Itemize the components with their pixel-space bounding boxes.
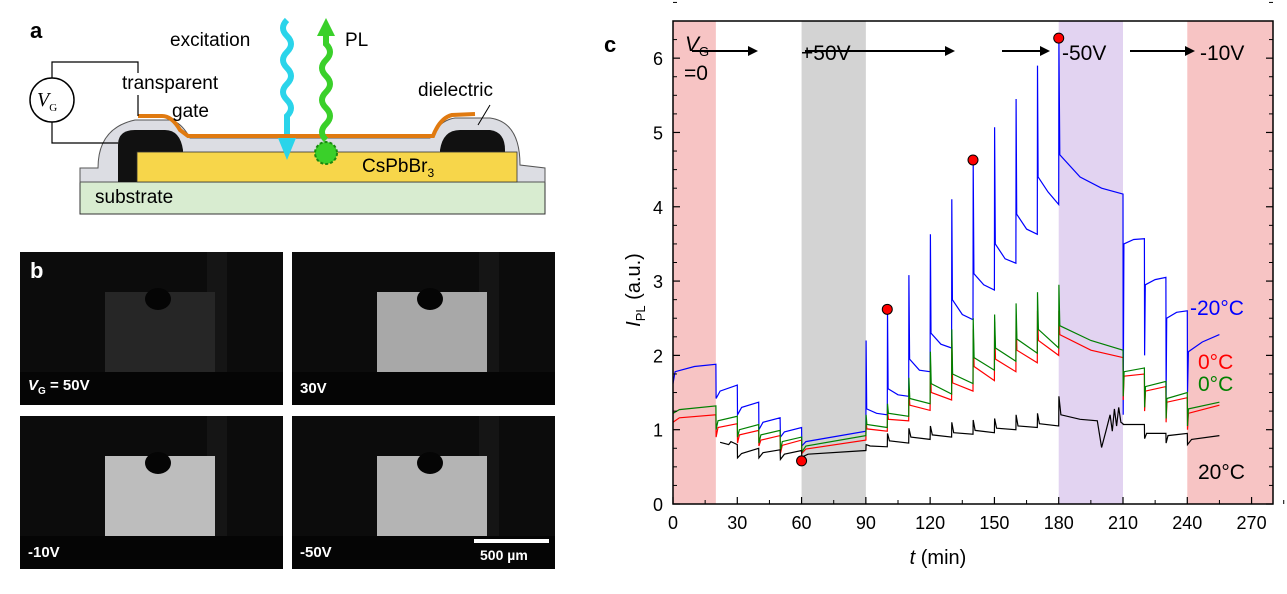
annotation-plus50v: +50V	[801, 42, 851, 65]
pl-label: PL	[345, 30, 369, 51]
series-label-20c: 20°C	[1198, 461, 1245, 484]
x-tick-label: 120	[915, 513, 945, 533]
x-tick-label: 240	[1172, 513, 1202, 533]
contact-band	[292, 372, 555, 405]
series-label-minus20c: -20°C	[1190, 297, 1244, 320]
annotation-minus50v: -50V	[1062, 42, 1106, 65]
arrowhead-icon	[945, 46, 955, 56]
defect-spot	[145, 288, 171, 310]
contact-band	[20, 372, 283, 405]
x-tick-label: 0	[668, 513, 678, 533]
y-tick-label: 2	[653, 346, 663, 366]
micrograph-minus50v: -50V 500 µm	[292, 416, 555, 569]
x-tick-label: 60	[792, 513, 812, 533]
vg-symbol: VG	[37, 89, 57, 114]
panel-c-letter: c	[604, 32, 617, 57]
annotation-vg-zero: =0	[684, 62, 708, 85]
micrograph-label: -50V	[300, 544, 332, 561]
transparent-label: transparent	[122, 73, 219, 95]
series-line-3	[719, 396, 1220, 462]
pl-wave-icon	[319, 30, 333, 143]
material-subscript: 3	[427, 165, 435, 180]
micrograph-label: 30V	[300, 380, 327, 397]
micrograph-minus10v: -10V	[20, 416, 283, 569]
series-line-1	[672, 310, 1220, 456]
defect-spot	[417, 288, 443, 310]
defect-spot	[145, 452, 171, 474]
micrograph-label: VG = 50V	[28, 377, 90, 397]
y-axis-label: IPL (a.u.)	[623, 253, 648, 327]
excitation-wave-icon	[280, 17, 294, 134]
emission-burst-icon	[314, 141, 338, 165]
highlight-marker	[796, 455, 808, 467]
shaded-region	[1187, 21, 1273, 504]
highlight-marker	[1053, 32, 1065, 44]
arrowhead-icon	[1040, 46, 1050, 56]
y-tick-label: 4	[653, 198, 663, 218]
y-tick-label: 3	[653, 272, 663, 292]
vg-symbol-text: V	[37, 89, 50, 111]
highlight-marker	[967, 154, 979, 166]
pl-arrowhead-icon	[317, 18, 335, 36]
series-line-0	[672, 43, 1220, 448]
micrograph-label: -10V	[28, 544, 60, 561]
shaded-region	[1058, 21, 1123, 504]
substrate-label: substrate	[95, 187, 174, 208]
gate-label: gate	[172, 101, 209, 122]
highlight-marker	[881, 303, 893, 315]
shaded-region	[801, 21, 866, 504]
y-tick-label: 5	[653, 123, 663, 143]
scale-bar-label: 500 µm	[480, 547, 528, 563]
micrograph-30v: 30V	[292, 252, 555, 405]
vg-subscript: G	[49, 102, 58, 114]
material-label: CsPbBr3	[362, 156, 434, 180]
device-schematic	[29, 17, 546, 215]
arrowhead-icon	[748, 46, 758, 56]
series-line-2	[672, 284, 1220, 454]
micrograph-label-text: = 50V	[45, 377, 90, 394]
contact-band	[20, 536, 283, 569]
substrate-layer	[79, 181, 546, 215]
vg-sub: G	[38, 386, 46, 397]
excitation-arrowhead-icon	[278, 138, 296, 160]
x-axis-label: t (min)	[910, 547, 967, 569]
shaded-region	[673, 21, 716, 504]
x-tick-label: 150	[979, 513, 1009, 533]
annotation-minus10v: -10V	[1200, 42, 1244, 65]
dielectric-label: dielectric	[418, 80, 493, 101]
vg-sym: V	[28, 377, 39, 394]
x-tick-label: 210	[1108, 513, 1138, 533]
panel-b-letter: b	[30, 258, 44, 283]
y-tick-label: 1	[653, 421, 663, 441]
x-tick-label: 30	[727, 513, 747, 533]
x-tick-label: 270	[1237, 513, 1267, 533]
series-label-0c-red: 0°C	[1198, 351, 1233, 374]
micrograph-vg-50v: VG = 50V	[20, 252, 283, 405]
x-tick-label: 180	[1044, 513, 1074, 533]
arrowhead-icon	[1185, 46, 1195, 56]
material-text: CsPbBr	[362, 156, 428, 177]
y-tick-label: 0	[653, 495, 663, 515]
y-tick-label: 6	[653, 49, 663, 69]
dielectric-pointer	[477, 104, 491, 126]
defect-spot	[417, 452, 443, 474]
x-tick-label: 90	[856, 513, 876, 533]
scale-bar	[474, 539, 549, 543]
panel-a-letter: a	[30, 18, 43, 43]
series-label-0c-green: 0°C	[1198, 373, 1233, 396]
transparent-gate-layer	[138, 112, 476, 138]
excitation-label: excitation	[170, 30, 251, 51]
